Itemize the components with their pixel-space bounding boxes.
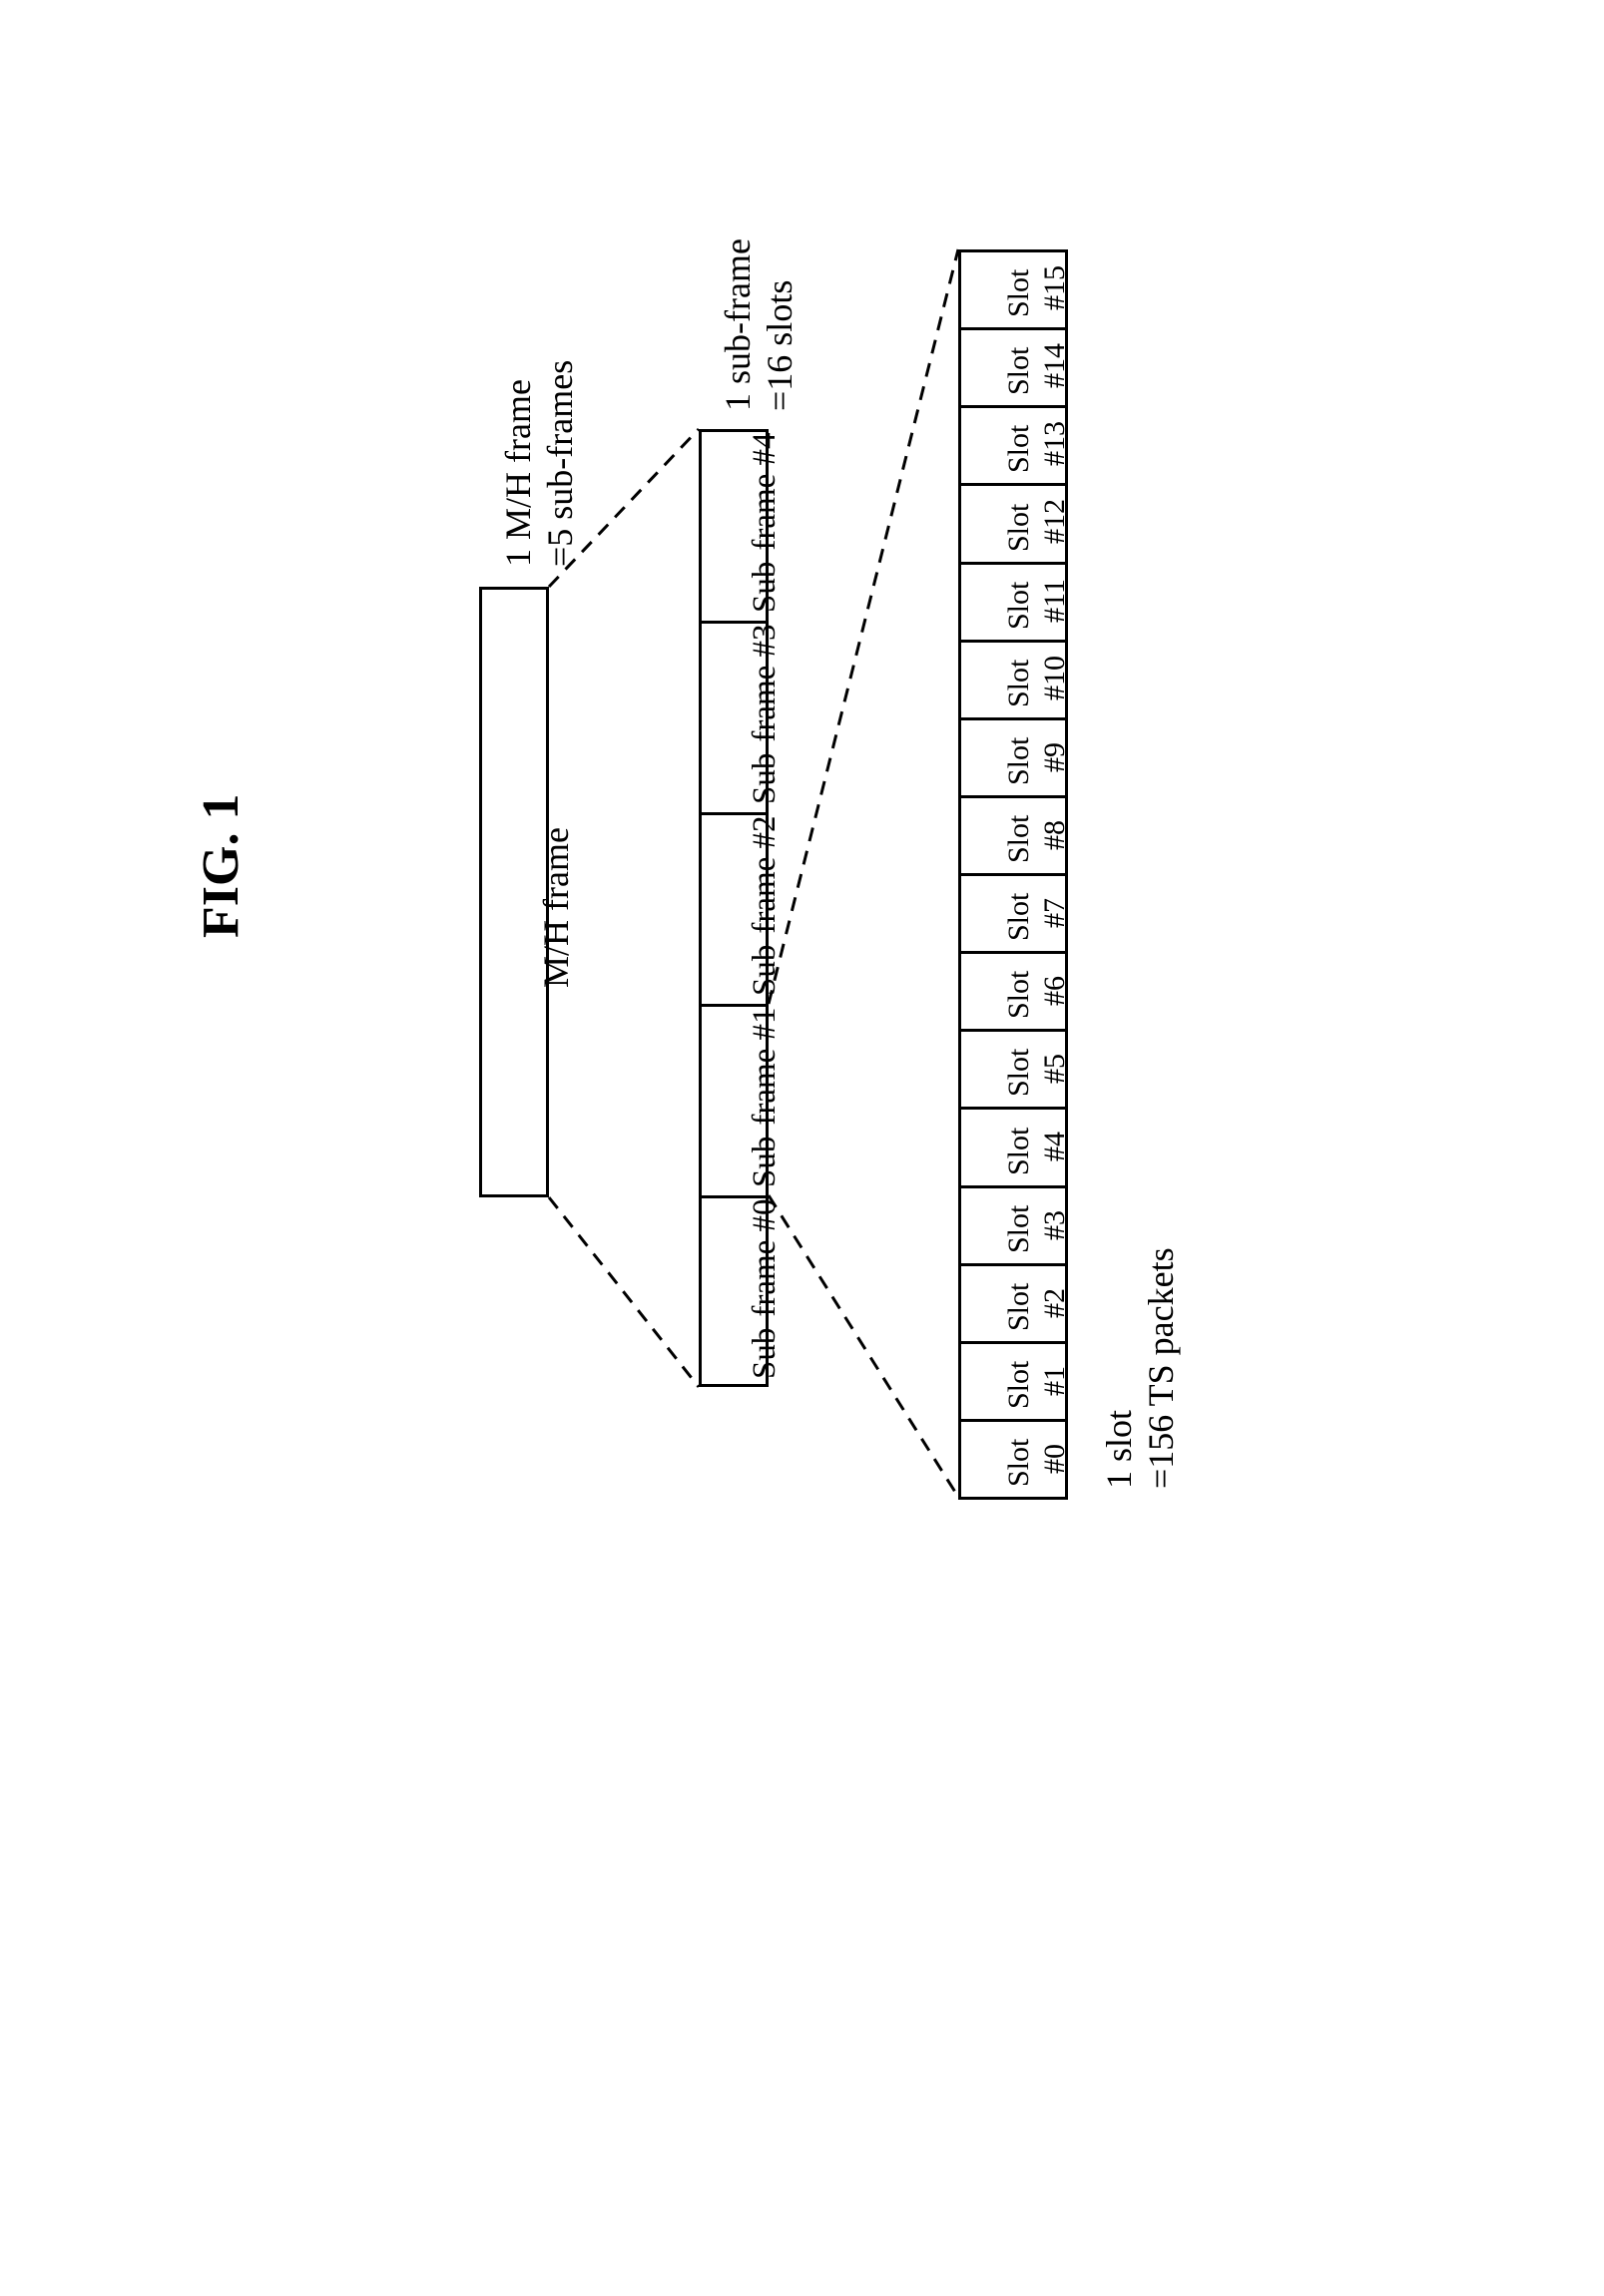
slot-label-12-line2: #12 (1038, 499, 1072, 544)
slot-label-0-line2: #0 (1038, 1444, 1072, 1474)
mh-frame-label: M/H frame (535, 827, 577, 988)
slot-annotation-line1: 1 slot (1098, 1410, 1140, 1489)
slot-label-15-line1: Slot (1002, 269, 1036, 317)
subframe-label-4: Sub-frame #4 (747, 432, 784, 613)
slot-label-2-line1: Slot (1002, 1282, 1036, 1330)
slot-label-15-line2: #15 (1038, 265, 1072, 310)
subframe-annotation-line2: =16 slots (759, 280, 801, 411)
subframe-label-2: Sub-frame #2 (747, 815, 784, 996)
slot-label-5-line1: Slot (1002, 1049, 1036, 1097)
slot-label-2-line2: #2 (1038, 1288, 1072, 1318)
slot-label-11-line2: #11 (1038, 579, 1072, 623)
figure-1: FIG. 1 M/H frame 1 M/H frame =5 sub-fram… (0, 0, 1604, 2296)
slot-label-8-line2: #8 (1038, 820, 1072, 850)
slot-label-11-line1: Slot (1002, 581, 1036, 629)
slot-label-1-line1: Slot (1002, 1361, 1036, 1409)
mh-annotation-line2: =5 sub-frames (539, 360, 581, 567)
slot-label-6-line2: #6 (1038, 976, 1072, 1006)
subframe-label-0: Sub-frame #0 (747, 1198, 784, 1379)
slot-label-7-line2: #7 (1038, 898, 1072, 928)
slot-label-4-line1: Slot (1002, 1127, 1036, 1174)
slot-label-1-line2: #1 (1038, 1366, 1072, 1396)
subframe-label-1: Sub-frame #1 (747, 1007, 784, 1187)
slot-label-10-line1: Slot (1002, 659, 1036, 706)
slot-label-8-line1: Slot (1002, 815, 1036, 863)
figure-title: FIG. 1 (192, 794, 251, 938)
subframe-label-3: Sub-frame #3 (747, 624, 784, 804)
slot-label-5-line2: #5 (1038, 1054, 1072, 1084)
slot-label-12-line1: Slot (1002, 503, 1036, 551)
slot-label-14-line2: #14 (1038, 343, 1072, 388)
connector-lines (0, 0, 1604, 2296)
slot-label-7-line1: Slot (1002, 893, 1036, 941)
slot-label-4-line2: #4 (1038, 1132, 1072, 1161)
slot-label-6-line1: Slot (1002, 971, 1036, 1019)
slot-label-13-line2: #13 (1038, 421, 1072, 466)
slot-label-3-line1: Slot (1002, 1204, 1036, 1252)
slot-label-0-line1: Slot (1002, 1439, 1036, 1487)
mh-annotation-line1: 1 M/H frame (497, 379, 539, 567)
slot-label-3-line2: #3 (1038, 1210, 1072, 1240)
slot-label-9-line2: #9 (1038, 742, 1072, 772)
subframe-annotation-line1: 1 sub-frame (717, 238, 759, 411)
slot-annotation-line2: =156 TS packets (1140, 1247, 1182, 1489)
slot-label-13-line1: Slot (1002, 425, 1036, 473)
slot-label-14-line1: Slot (1002, 347, 1036, 395)
slot-label-9-line1: Slot (1002, 737, 1036, 785)
slot-label-10-line2: #10 (1038, 656, 1072, 700)
